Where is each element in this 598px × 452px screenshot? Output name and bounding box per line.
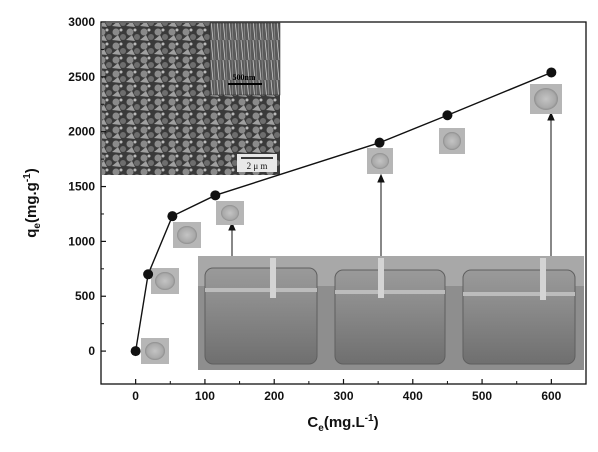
x-axis-title-unit: (mg.L [324,414,365,431]
sample-thumbnail [367,148,393,174]
sem-image-inset: 500nm 2 μ m [102,22,281,175]
x-axis-title-close: ) [374,414,379,431]
data-point [130,346,141,357]
x-tick-label: 300 [333,389,353,403]
y-axis-title-close: ) [23,168,40,173]
data-point [374,137,385,148]
beaker-photo-inset [198,256,584,370]
data-point [167,211,178,222]
y-axis-title-sub: e [32,223,43,229]
sample-thumbnail [141,338,169,364]
beaker-photo-3 [462,258,576,365]
y-tick-label: 500 [75,289,95,303]
x-axis-title-sup: -1 [365,413,374,424]
x-axis-title: Ce(mg.L-1) [307,413,378,434]
data-point [546,67,557,78]
y-axis-title: qe(mg.g-1) [22,168,43,237]
sample-thumbnail [216,201,244,225]
data-point [143,269,154,280]
y-tick-label: 0 [88,344,95,358]
x-tick-label: 600 [541,389,561,403]
y-tick-label: 3000 [68,15,95,29]
x-tick-label: 200 [264,389,284,403]
x-axis-title-sub: e [318,423,324,434]
y-axis-title-unit: (mg.g [23,182,40,223]
y-tick-label: 2500 [68,70,95,84]
data-point [442,110,453,121]
sample-thumbnail [173,222,201,248]
data-point [210,190,221,201]
x-tick-label: 500 [472,389,492,403]
y-axis-title-sup: -1 [22,173,33,182]
sample-thumbnails [141,84,562,364]
series-layer [130,67,557,357]
photo-arrows [228,111,555,256]
axes: 0 100 200 300 400 500 600 0 500 1000 1500 2000 2500 3… [68,15,561,403]
sem-scale-label: 2 μ m [247,161,268,171]
y-tick-label: 1500 [68,180,95,194]
y-tick-label: 1000 [68,234,95,248]
sample-thumbnail [439,128,465,154]
sample-thumbnail [530,84,562,114]
x-tick-label: 400 [403,389,423,403]
x-tick-label: 0 [132,389,139,403]
sample-thumbnail [151,268,179,294]
x-axis-title-main: C [307,414,318,431]
x-tick-label: 100 [195,389,215,403]
sem-inset-scale-label: 500nm [232,73,255,82]
beaker-photo-2 [334,258,446,365]
y-tick-label: 2000 [68,125,95,139]
beaker-photo-1 [204,258,318,365]
y-axis-title-main: q [23,229,40,238]
